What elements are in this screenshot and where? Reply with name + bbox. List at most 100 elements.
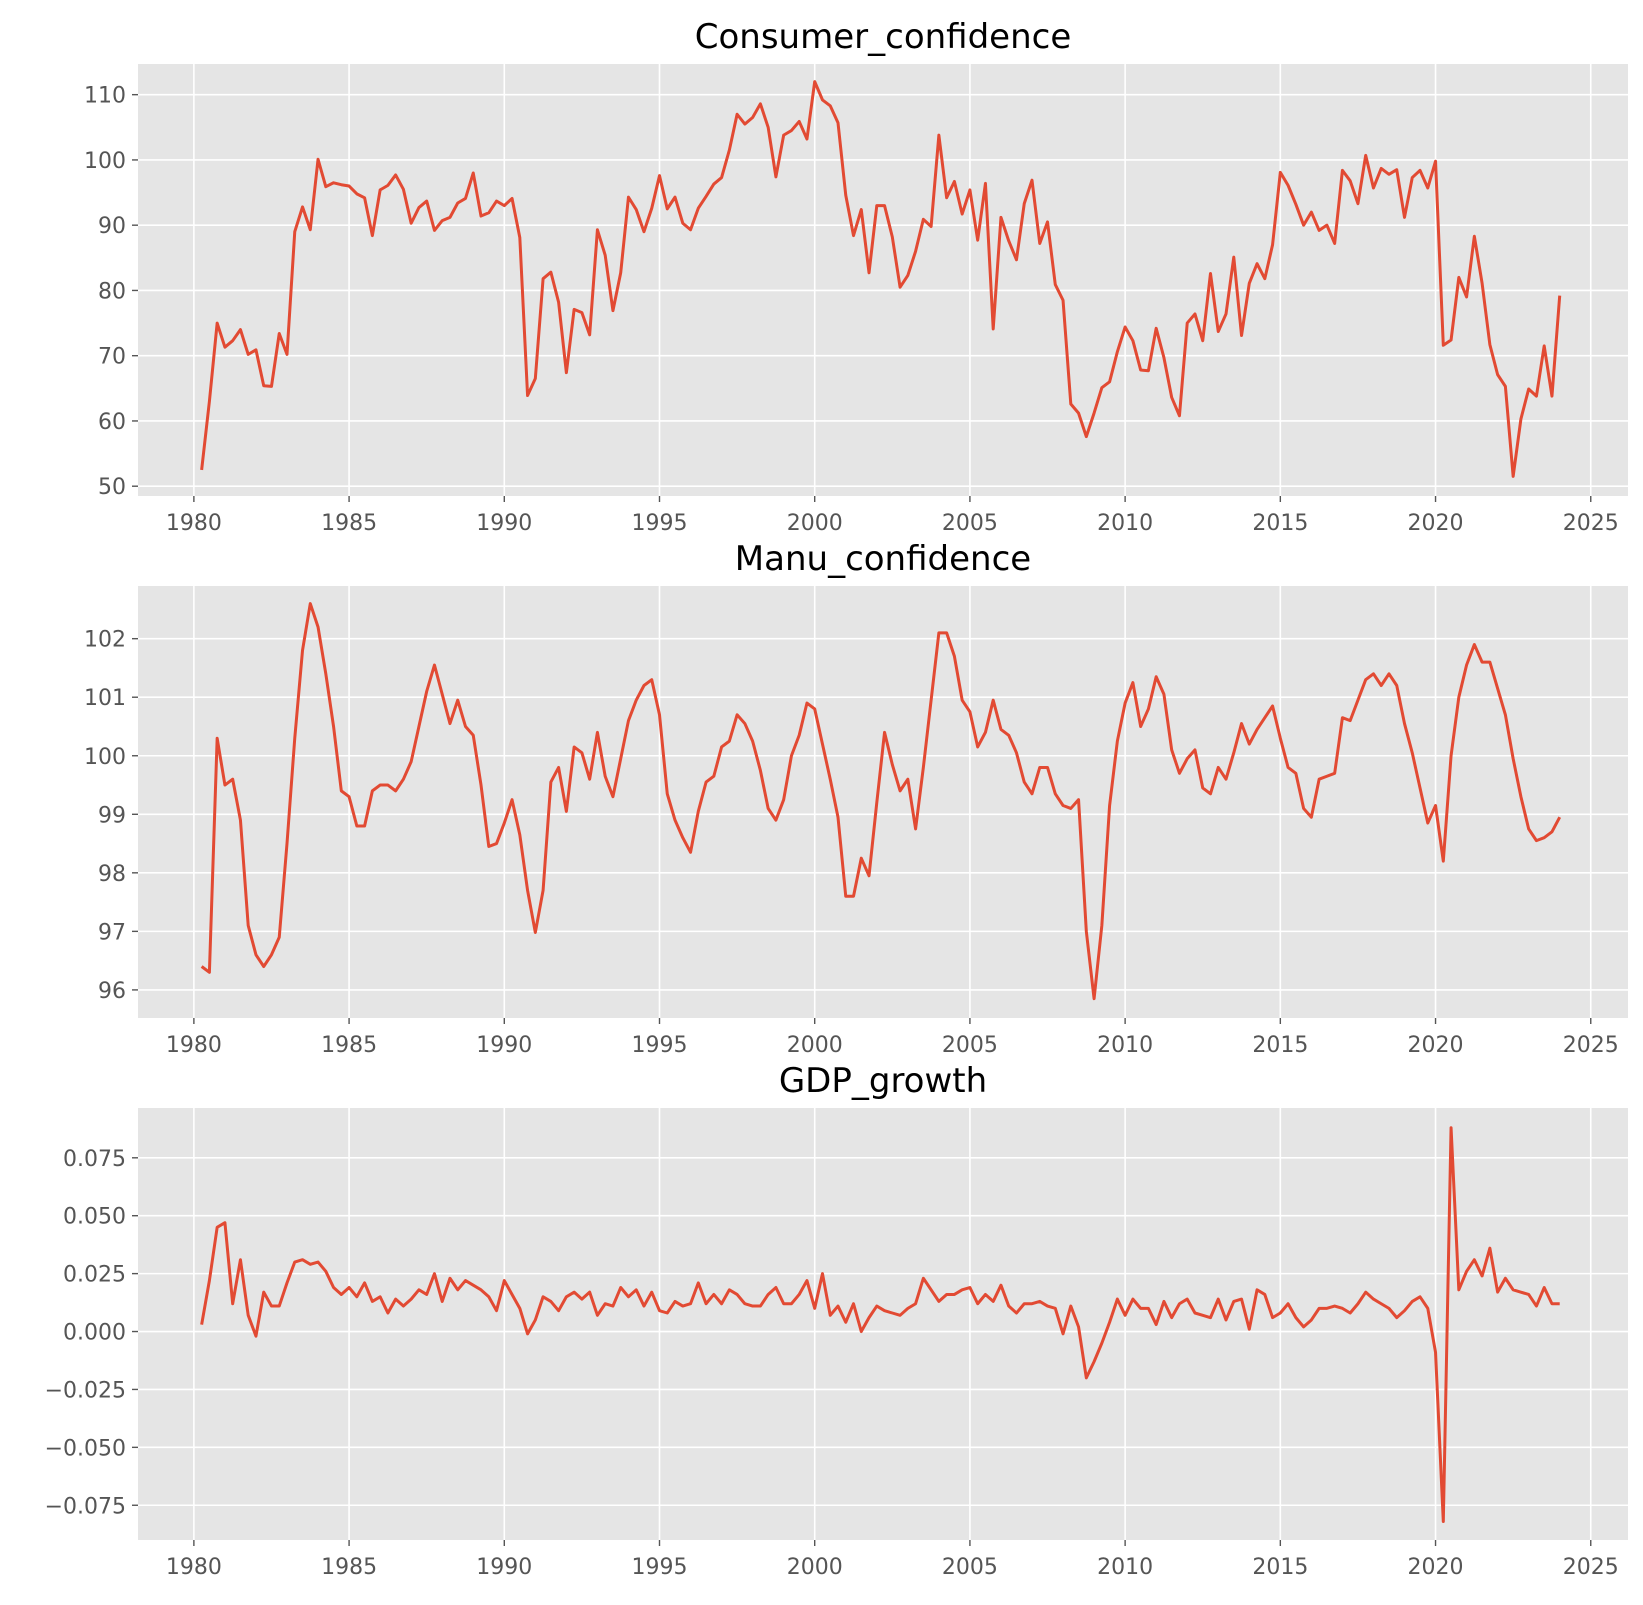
data-point xyxy=(1062,299,1064,301)
data-point xyxy=(1240,334,1242,336)
data-point xyxy=(1380,1303,1382,1305)
data-point xyxy=(868,1316,870,1318)
data-point xyxy=(790,1303,792,1305)
data-point xyxy=(1287,766,1289,768)
data-point xyxy=(371,234,373,236)
data-point xyxy=(247,924,249,926)
data-point xyxy=(627,196,629,198)
data-point xyxy=(945,632,947,634)
data-point xyxy=(542,277,544,279)
data-point xyxy=(1465,1270,1467,1272)
x-tick-label: 2020 xyxy=(1408,1033,1464,1058)
data-point xyxy=(829,1314,831,1316)
data-point xyxy=(1302,807,1304,809)
data-point xyxy=(1209,1316,1211,1318)
data-point xyxy=(899,1314,901,1316)
data-point xyxy=(1349,1312,1351,1314)
data-point xyxy=(1295,203,1297,205)
data-point xyxy=(332,182,334,184)
data-point xyxy=(1031,1303,1033,1305)
data-point xyxy=(744,123,746,125)
data-point xyxy=(1132,1298,1134,1300)
data-point xyxy=(1365,1291,1367,1293)
data-point xyxy=(1388,173,1390,175)
data-point xyxy=(945,1293,947,1295)
data-point xyxy=(1365,678,1367,680)
data-point xyxy=(1504,1277,1506,1279)
data-point xyxy=(1256,1289,1258,1291)
data-point xyxy=(1225,1319,1227,1321)
data-point xyxy=(837,1305,839,1307)
data-point xyxy=(325,185,327,187)
data-point xyxy=(627,1296,629,1298)
data-point xyxy=(464,725,466,727)
data-point xyxy=(728,149,730,151)
data-point xyxy=(1465,296,1467,298)
data-point xyxy=(371,790,373,792)
data-point xyxy=(402,1305,404,1307)
data-point xyxy=(379,784,381,786)
data-point xyxy=(394,174,396,176)
data-point xyxy=(332,1286,334,1288)
data-point xyxy=(705,781,707,783)
data-point xyxy=(1504,714,1506,716)
plot-area xyxy=(138,1108,1628,1540)
data-point xyxy=(263,965,265,967)
data-point xyxy=(402,188,404,190)
chart-title: GDP_growth xyxy=(779,1061,987,1101)
data-point xyxy=(1170,1316,1172,1318)
data-point xyxy=(635,1289,637,1291)
data-point xyxy=(581,1298,583,1300)
data-point xyxy=(736,113,738,115)
y-tick-label: 102 xyxy=(84,628,126,653)
x-tick-label: 2005 xyxy=(942,1033,998,1058)
data-point xyxy=(744,1303,746,1305)
data-point xyxy=(1287,1303,1289,1305)
data-point xyxy=(1520,418,1522,420)
data-point xyxy=(751,1305,753,1307)
data-point xyxy=(860,208,862,210)
data-point xyxy=(371,1300,373,1302)
data-point xyxy=(1170,396,1172,398)
data-point xyxy=(1512,757,1514,759)
data-point xyxy=(1101,924,1103,926)
data-point xyxy=(1217,766,1219,768)
data-point xyxy=(1178,772,1180,774)
data-point xyxy=(666,208,668,210)
data-point xyxy=(247,1314,249,1316)
x-tick-label: 2020 xyxy=(1408,511,1464,536)
data-point xyxy=(938,632,940,634)
data-point xyxy=(1124,702,1126,704)
data-point xyxy=(767,126,769,128)
data-point xyxy=(488,212,490,214)
data-point xyxy=(1085,930,1087,932)
data-point xyxy=(239,1259,241,1261)
data-point xyxy=(620,1286,622,1288)
x-tick-label: 2015 xyxy=(1252,1555,1308,1580)
data-point xyxy=(767,1293,769,1295)
data-point xyxy=(992,328,994,330)
data-point xyxy=(1085,1377,1087,1379)
data-point xyxy=(573,308,575,310)
data-point xyxy=(1365,154,1367,156)
data-point xyxy=(837,816,839,818)
x-tick-label: 1990 xyxy=(476,1033,532,1058)
data-point xyxy=(914,828,916,830)
data-point xyxy=(612,1305,614,1307)
data-point xyxy=(1039,242,1041,244)
data-point xyxy=(814,80,816,82)
y-tick-label: 0.050 xyxy=(63,1205,126,1230)
data-point xyxy=(1481,1275,1483,1277)
data-point xyxy=(945,197,947,199)
data-point xyxy=(1512,475,1514,477)
data-point xyxy=(1000,1284,1002,1286)
data-point xyxy=(1178,1303,1180,1305)
data-point xyxy=(1295,772,1297,774)
data-point xyxy=(899,286,901,288)
data-point xyxy=(635,699,637,701)
data-point xyxy=(1434,160,1436,162)
data-point xyxy=(1341,1307,1343,1309)
data-point xyxy=(596,229,598,231)
data-point xyxy=(1070,1305,1072,1307)
